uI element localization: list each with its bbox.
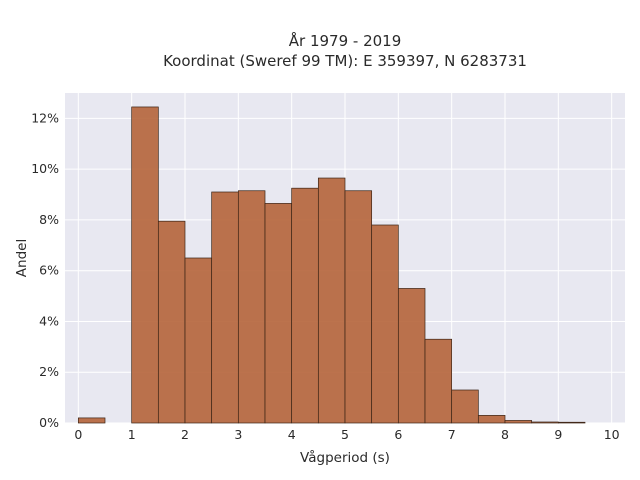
histogram-bar xyxy=(157,220,186,424)
x-tick-label: 1 xyxy=(128,427,136,442)
y-tick-label: 2% xyxy=(39,364,59,379)
y-tick-label: 12% xyxy=(31,110,59,125)
x-tick-label: 3 xyxy=(234,427,242,442)
chart-title-line-1: År 1979 - 2019 xyxy=(289,31,402,50)
histogram-bar xyxy=(424,338,453,424)
y-tick-labels: 0% 2% 4% 6% 8% 10% 12% xyxy=(31,110,59,430)
x-tick-label: 9 xyxy=(554,427,562,442)
y-axis-label: Andel xyxy=(14,239,30,277)
histogram-bar xyxy=(477,415,506,424)
x-tick-label: 6 xyxy=(394,427,402,442)
y-tick-label: 0% xyxy=(39,415,59,430)
x-tick-label: 7 xyxy=(448,427,456,442)
histogram-bar xyxy=(371,224,399,424)
histogram-bar xyxy=(397,288,426,424)
x-tick-label: 0 xyxy=(74,427,82,442)
x-tick-label: 4 xyxy=(288,427,296,442)
x-tick-label: 8 xyxy=(501,427,509,442)
histogram-bar xyxy=(504,420,533,424)
x-axis-label: Vågperiod (s) xyxy=(300,449,390,466)
histogram-bar xyxy=(317,177,346,424)
bars xyxy=(77,106,586,424)
histogram-bar xyxy=(451,389,479,424)
histogram-bar xyxy=(211,191,239,424)
histogram-bar xyxy=(77,417,106,424)
histogram-bar xyxy=(237,190,266,424)
chart-title-line-2: Koordinat (Sweref 99 TM): E 359397, N 62… xyxy=(163,52,527,70)
histogram-bar xyxy=(291,187,319,424)
x-tick-label: 5 xyxy=(341,427,349,442)
y-tick-label: 6% xyxy=(39,263,59,278)
histogram-bar xyxy=(131,106,159,424)
y-tick-label: 10% xyxy=(31,161,59,176)
histogram-bar xyxy=(344,190,373,424)
histogram-bar xyxy=(557,421,586,424)
histogram-bar xyxy=(531,421,559,424)
x-tick-label: 10 xyxy=(604,427,620,442)
x-tick-label: 2 xyxy=(181,427,189,442)
y-tick-label: 8% xyxy=(39,212,59,227)
y-tick-label: 4% xyxy=(39,313,59,328)
histogram-bar xyxy=(184,257,213,424)
histogram-bar xyxy=(264,203,293,424)
x-tick-labels: 0 1 2 3 4 5 6 7 8 9 10 xyxy=(74,427,619,442)
